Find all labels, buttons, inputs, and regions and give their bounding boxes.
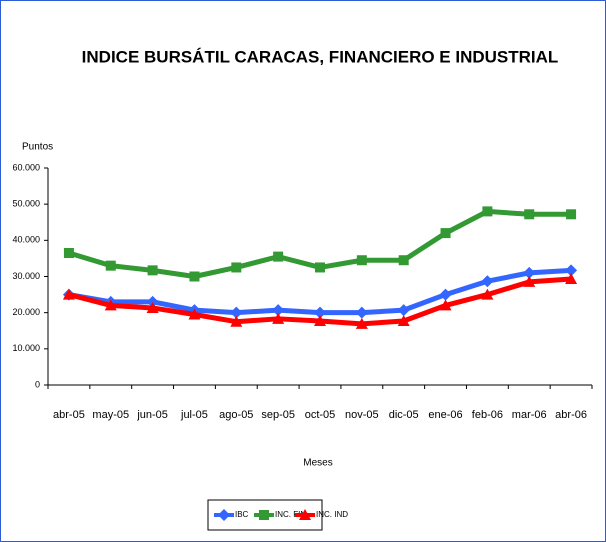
point <box>104 299 117 311</box>
legend-marker <box>259 510 269 520</box>
x-tick-label: oct-05 <box>305 409 336 421</box>
point <box>272 312 285 324</box>
point <box>397 314 410 326</box>
y-tick-label: 60.000 <box>12 162 40 172</box>
x-tick-label: sep-05 <box>261 409 295 421</box>
point <box>397 304 410 317</box>
point <box>146 295 159 308</box>
point <box>439 299 452 311</box>
point <box>188 308 201 320</box>
point <box>523 275 536 287</box>
point <box>566 209 577 220</box>
y-tick-label: 50.000 <box>12 199 40 209</box>
point <box>565 264 578 277</box>
point <box>314 314 326 326</box>
x-tick-label: dic-05 <box>389 409 419 421</box>
point <box>272 304 285 317</box>
point <box>230 306 243 319</box>
legend-label: INC. FIN <box>275 510 306 519</box>
y-tick-label: 30.000 <box>12 271 40 281</box>
legend-marker <box>218 509 230 521</box>
x-tick-label: jul-05 <box>180 409 208 421</box>
x-tick-label: abr-05 <box>53 409 85 421</box>
point <box>146 301 159 313</box>
x-axis-label: Meses <box>303 458 332 469</box>
point <box>523 266 536 279</box>
x-tick-label: may-05 <box>92 409 129 421</box>
chart-title: INDICE BURSÁTIL CARACAS, FINANCIERO E IN… <box>82 47 559 66</box>
x-tick-label: abr-06 <box>555 409 587 421</box>
legend-label: INC. IND <box>316 510 348 519</box>
y-axis-label: Puntos <box>22 142 53 153</box>
point <box>481 288 494 300</box>
point <box>439 288 452 301</box>
point <box>565 273 578 285</box>
point <box>524 209 535 220</box>
point <box>147 265 158 276</box>
point <box>355 306 368 319</box>
x-tick-label: nov-05 <box>345 409 379 421</box>
point <box>63 247 74 258</box>
point <box>398 255 409 266</box>
point <box>482 206 493 217</box>
point <box>356 255 367 266</box>
y-tick-label: 40.000 <box>12 235 40 245</box>
x-tick-label: mar-06 <box>512 409 547 421</box>
point <box>273 251 284 262</box>
point <box>481 275 494 288</box>
y-tick-label: 10.000 <box>12 343 40 353</box>
point <box>314 306 326 319</box>
x-tick-label: ene-06 <box>428 409 462 421</box>
point <box>355 317 368 329</box>
legend-label: IBC <box>235 510 249 519</box>
y-tick-label: 0 <box>35 379 40 389</box>
point <box>440 228 451 239</box>
point <box>189 271 200 282</box>
x-tick-label: jun-05 <box>136 409 168 421</box>
x-tick-label: feb-06 <box>472 409 503 421</box>
y-tick-label: 20.000 <box>12 307 40 317</box>
point <box>315 262 325 273</box>
point <box>62 288 75 300</box>
point <box>230 315 243 327</box>
point <box>105 260 116 271</box>
point <box>231 262 242 273</box>
x-tick-label: ago-05 <box>219 409 253 421</box>
legend-marker <box>299 509 311 520</box>
